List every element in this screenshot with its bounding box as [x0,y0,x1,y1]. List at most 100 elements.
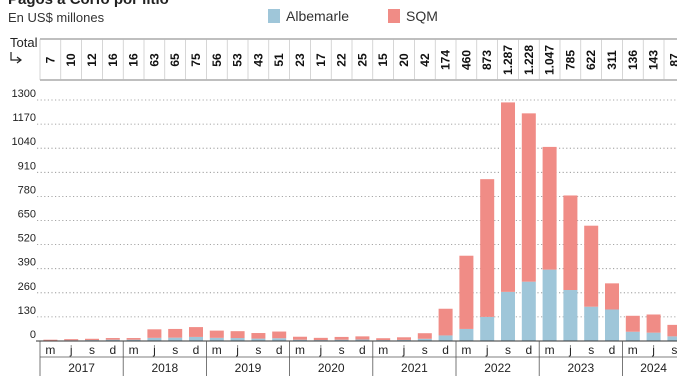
year-label: 2023 [567,361,594,375]
y-tick-label: 1300 [12,88,36,100]
bar-albemarle [521,281,536,341]
x-tick-label: d [442,343,449,357]
total-value-label: 622 [584,50,598,70]
total-value-label: 75 [189,53,203,67]
total-value-label: 16 [106,53,120,67]
bar-sqm [313,337,328,341]
x-tick-label: s [671,343,677,357]
total-value-label: 17 [314,53,328,67]
total-value-label: 460 [459,50,473,70]
x-tick-label: j [568,343,572,357]
total-value-label: 25 [355,53,369,67]
x-tick-label: j [402,343,406,357]
x-tick-label: j [69,343,73,357]
bar-albemarle [459,328,474,341]
x-tick-label: s [505,343,511,357]
x-tick-label: s [588,343,594,357]
x-tick-label: d [359,343,366,357]
x-tick-label: s [422,343,428,357]
bar-albemarle [646,332,661,341]
y-tick-label: 1170 [12,112,36,124]
bar-sqm [605,283,619,310]
total-value-label: 87 [667,53,677,67]
bar-sqm [355,336,370,340]
bar-albemarle [168,337,183,341]
bar-albemarle [542,269,557,341]
x-tick-label: j [318,343,322,357]
x-tick-label: d [276,343,283,357]
bar-sqm [272,331,287,339]
y-tick-label: 520 [18,233,36,245]
bar-albemarle [501,291,515,341]
x-tick-label: m [129,343,139,357]
total-value-label: 15 [376,53,390,67]
bar-albemarle [397,339,411,341]
total-label: Total [10,35,38,50]
x-tick-label: d [525,343,532,357]
bar-albemarle [563,290,578,341]
legend-label-sqm: SQM [406,8,438,24]
bar-albemarle [667,336,677,341]
total-value-label: 873 [480,50,494,70]
bar-sqm [230,331,245,339]
bar-albemarle [293,339,307,341]
bar-albemarle [584,306,599,341]
total-value-label: 10 [64,53,78,67]
y-tick-label: 910 [18,160,36,172]
x-tick-label: d [109,343,116,357]
y-tick-label: 0 [30,329,36,341]
total-value-label: 43 [251,53,265,67]
x-tick-label: j [152,343,156,357]
bar-sqm [397,337,411,340]
bar-albemarle [480,316,495,341]
total-value-label: 136 [626,50,640,70]
bar-albemarle [272,338,287,341]
bar-sqm [147,329,162,338]
total-value-label: 53 [231,53,245,67]
x-tick-label: m [545,343,555,357]
y-tick-label: 780 [18,184,36,196]
bar-sqm [209,330,224,338]
bar-sqm [438,308,453,336]
year-label: 2019 [235,361,262,375]
x-tick-label: d [193,343,200,357]
legend-swatch-albemarle [268,9,280,23]
bar-sqm [334,336,349,340]
bar-sqm [480,179,495,317]
x-tick-label: m [461,343,471,357]
bar-albemarle [189,336,203,341]
bar-albemarle [417,338,432,341]
bar-sqm [501,102,515,292]
total-arrowhead-icon [16,56,22,64]
bar-sqm [126,338,141,340]
x-tick-label: m [628,343,638,357]
total-value-label: 16 [127,53,141,67]
total-value-label: 51 [272,53,286,67]
bar-sqm [459,255,474,329]
bar-albemarle [625,331,640,341]
bar-sqm [563,195,578,291]
total-value-label: 56 [210,53,224,67]
bar-albemarle [209,337,224,341]
bar-sqm [625,315,640,332]
bar-sqm [542,146,557,270]
y-tick-label: 130 [18,305,36,317]
total-value-label: 785 [563,50,577,70]
bar-albemarle [355,339,370,341]
legend-swatch-sqm [388,9,400,23]
x-tick-label: s [89,343,95,357]
x-tick-label: d [609,343,616,357]
year-label: 2017 [68,361,95,375]
chart-title: Pagos a Corfo por litio [8,0,169,8]
bar-sqm [584,225,599,307]
x-tick-label: m [212,343,222,357]
y-tick-label: 650 [18,209,36,221]
x-tick-label: j [651,343,655,357]
legend: Albemarle SQM [268,8,438,24]
bar-sqm [417,333,432,339]
x-tick-label: m [378,343,388,357]
bar-albemarle [126,339,141,341]
bar-sqm [105,338,120,340]
total-value-label: 7 [43,56,57,63]
